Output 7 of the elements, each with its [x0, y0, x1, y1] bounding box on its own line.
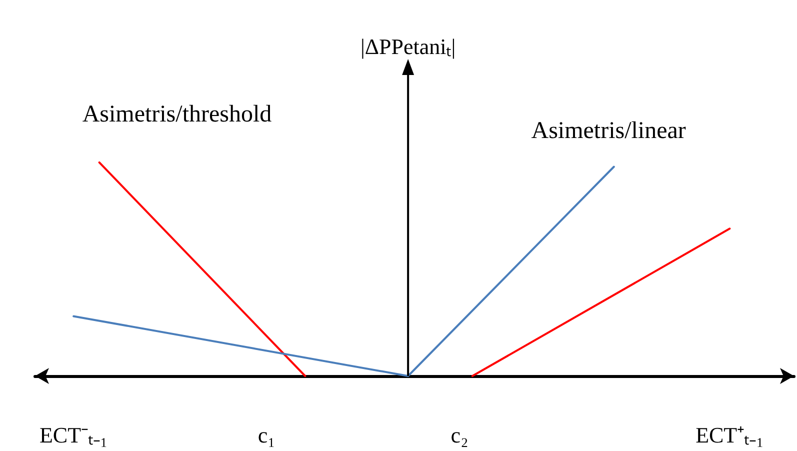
x-tick-label: c₁ [258, 422, 276, 448]
x-tick-label: ECT⁺ₜ₋₁ [696, 422, 764, 448]
series-label: Asimetris/threshold [82, 101, 272, 128]
x-tick-label: c₂ [450, 422, 468, 448]
y-axis-title: |ΔPPetaniₜ| [360, 34, 456, 59]
x-tick-label: ECT⁻ₜ₋₁ [39, 422, 108, 448]
series-label: Asimetris/linear [531, 118, 686, 144]
